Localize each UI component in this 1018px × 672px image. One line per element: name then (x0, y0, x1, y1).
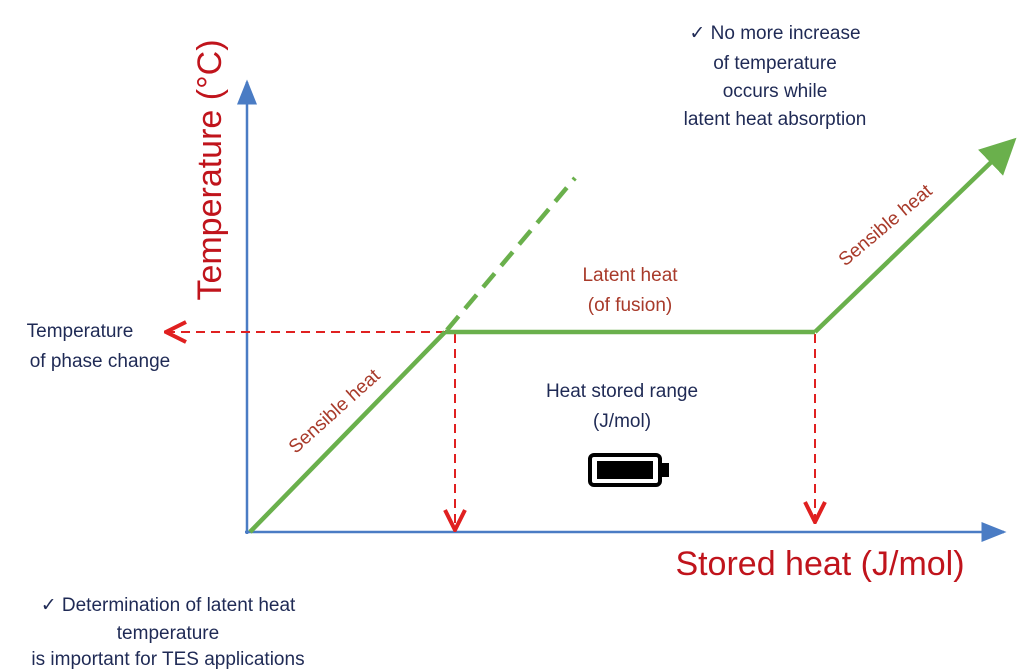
latent-heat-label: (of fusion) (588, 295, 672, 316)
stored-range-label: (J/mol) (593, 411, 651, 432)
top-note: occurs while (723, 81, 828, 102)
sensible-heat-label: Sensible heat (835, 180, 937, 271)
y-axis-label: Temperature (°C) (191, 39, 229, 300)
curve-extension (445, 176, 577, 332)
battery-fill (597, 461, 653, 479)
bottom-note: is important for TES applications (31, 649, 304, 670)
bottom-note: ✓ Determination of latent heat (41, 595, 296, 616)
curve-segment (248, 330, 447, 534)
top-note: latent heat absorption (684, 109, 867, 130)
battery-tip (662, 463, 669, 477)
latent-heat-label: Latent heat (582, 265, 678, 286)
phase-change-label: Temperature (27, 321, 134, 342)
curve-segment (813, 137, 1017, 334)
bottom-note: temperature (117, 623, 219, 644)
x-axis-label: Stored heat (J/mol) (675, 545, 964, 583)
stored-range-label: Heat stored range (546, 381, 698, 402)
top-note: ✓ No more increase (689, 23, 860, 44)
top-note: of temperature (713, 53, 837, 74)
phase-change-label: of phase change (30, 351, 171, 372)
battery-icon (588, 453, 662, 487)
